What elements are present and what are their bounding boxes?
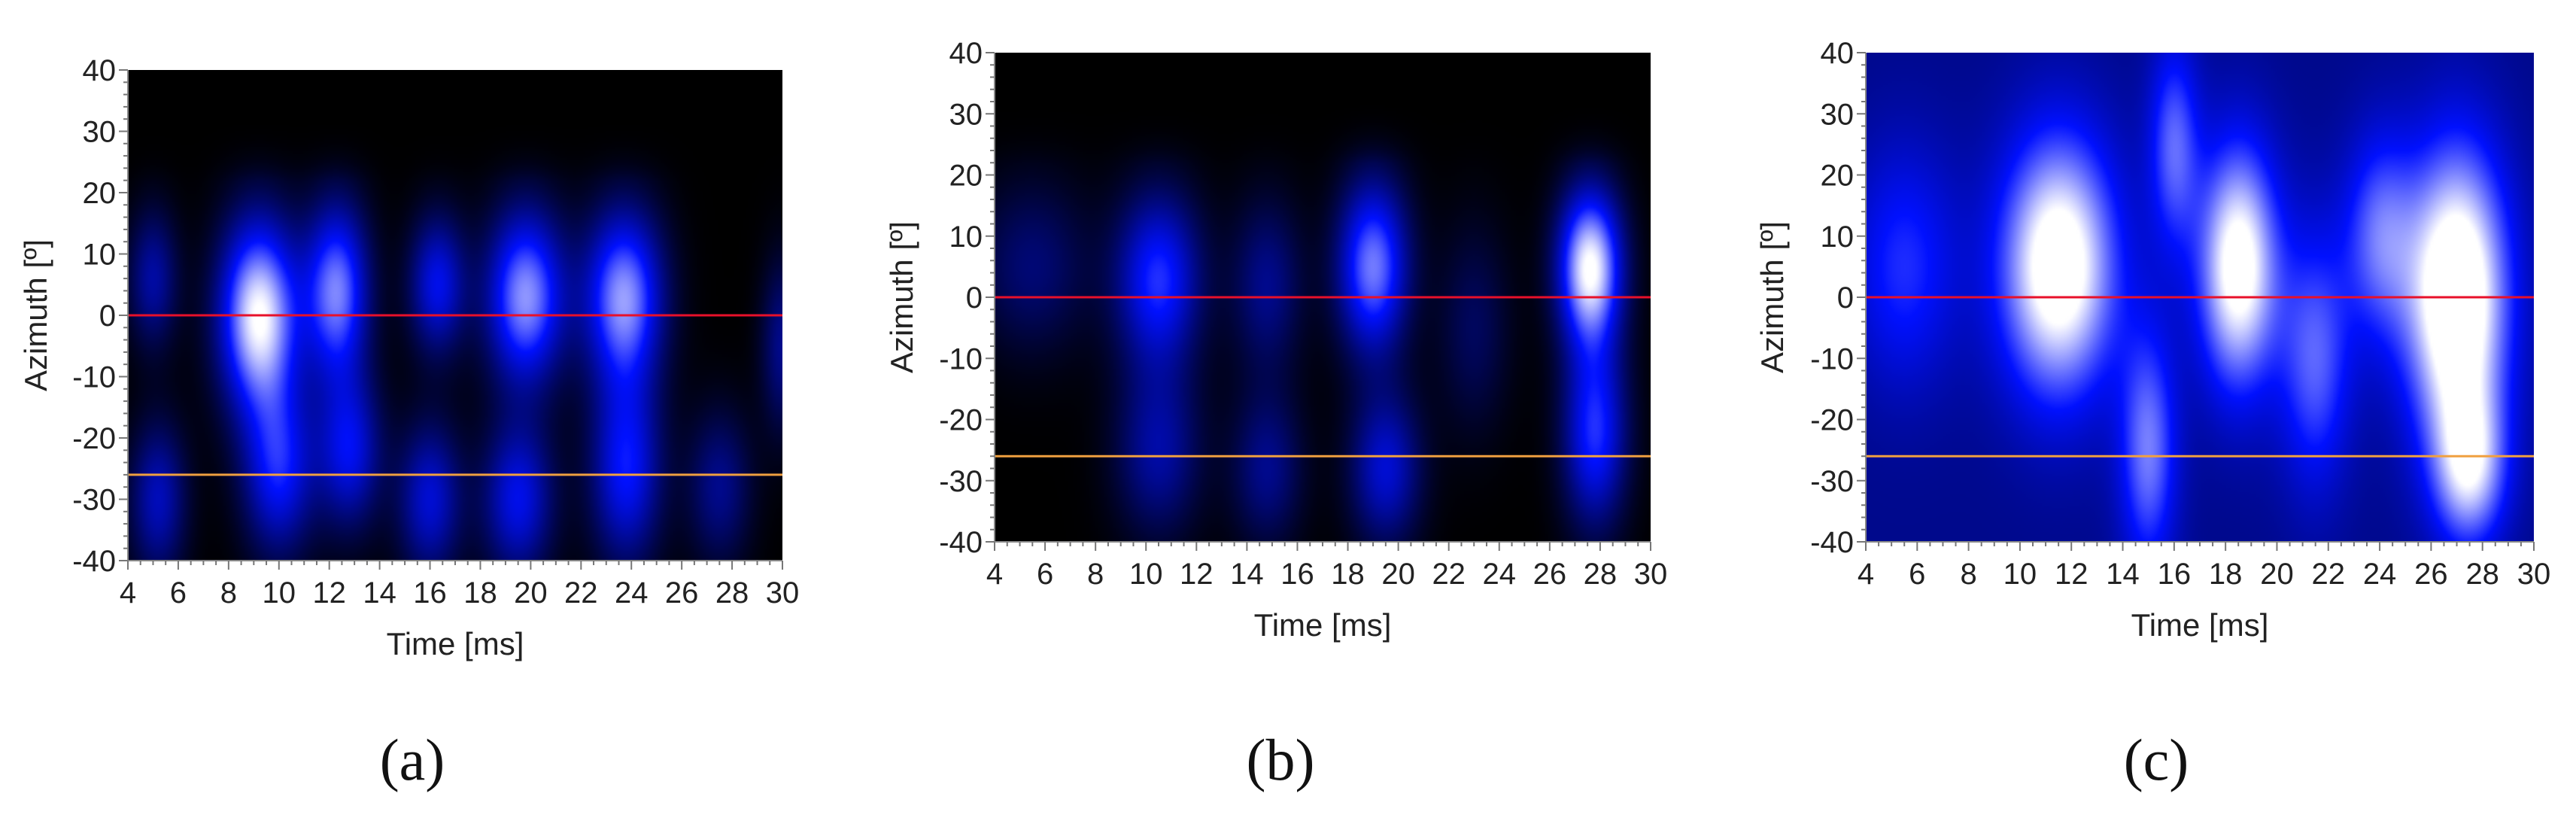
x-tick-label: 28 [2465, 558, 2499, 591]
x-tick-label: 8 [1960, 558, 1976, 591]
x-tick-label: 12 [1180, 558, 1214, 591]
x-tick-label: 22 [2312, 558, 2346, 591]
x-tick-label: 10 [1129, 558, 1163, 591]
y-tick-label: 0 [1837, 281, 1854, 315]
x-tick-label: 18 [2209, 558, 2243, 591]
chart-panel-c: 4 6 8 10 12 14 16 18 20 22 24 26 28 30 40 30 20 10 0 -10 -20… [1754, 37, 2550, 643]
y-axis-label: Azimuth [º] [1754, 221, 1790, 373]
y-tick-label: -10 [1810, 342, 1854, 376]
x-tick-label: 6 [170, 576, 187, 610]
y-tick-label: 0 [99, 299, 116, 333]
x-tick-label: 8 [220, 576, 237, 610]
x-tick-label: 4 [986, 558, 1003, 591]
y-tick-label: 10 [83, 239, 117, 272]
x-tick-label: 18 [1331, 558, 1365, 591]
y-tick-label: -40 [72, 545, 116, 578]
y-tick-label: 40 [83, 54, 117, 87]
x-axis-label: Time [ms] [2131, 607, 2269, 643]
y-tick-label: -20 [72, 422, 116, 455]
x-tick-label: 12 [312, 576, 346, 610]
y-tick-label: 10 [949, 220, 983, 254]
x-tick-label: 24 [1483, 558, 1517, 591]
x-tick-label: 20 [1381, 558, 1415, 591]
y-tick-label: -20 [939, 404, 983, 437]
y-tick-label: -10 [72, 361, 116, 394]
y-tick-label: -30 [939, 465, 983, 498]
y-tick-label: -30 [1810, 465, 1854, 498]
x-tick-label: 14 [1230, 558, 1264, 591]
x-tick-label: 4 [1858, 558, 1874, 591]
caption-c: (c) [2123, 727, 2189, 792]
x-tick-label: 10 [2003, 558, 2037, 591]
x-axis-label: Time [ms] [1254, 607, 1392, 643]
x-tick-label: 16 [1280, 558, 1314, 591]
y-tick-label: 20 [949, 160, 983, 193]
x-tick-label: 14 [363, 576, 396, 610]
x-tick-label: 4 [120, 576, 136, 610]
x-tick-label: 26 [665, 576, 699, 610]
x-tick-label: 22 [1432, 558, 1466, 591]
y-tick-label: -20 [1810, 404, 1854, 437]
y-tick-label: 20 [1821, 160, 1855, 193]
x-tick-label: 18 [463, 576, 497, 610]
y-tick-label: 40 [1821, 37, 1855, 70]
y-tick-label: 0 [966, 281, 983, 315]
x-tick-label: 6 [1037, 558, 1053, 591]
x-tick-label: 12 [2055, 558, 2088, 591]
y-tick-label: -30 [72, 484, 116, 517]
x-tick-label: 24 [615, 576, 649, 610]
y-axis-label: Azimuth [º] [18, 239, 53, 391]
x-tick-label: 16 [413, 576, 447, 610]
y-tick-label: 30 [1821, 98, 1855, 131]
y-tick-label: 30 [949, 98, 983, 131]
x-tick-label: 24 [2363, 558, 2397, 591]
x-tick-label: 26 [2414, 558, 2448, 591]
x-tick-label: 30 [2517, 558, 2551, 591]
y-tick-label: 20 [83, 177, 117, 210]
y-tick-label: -40 [1810, 526, 1854, 559]
x-tick-label: 28 [715, 576, 749, 610]
y-tick-label: -40 [939, 526, 983, 559]
x-tick-label: 30 [766, 576, 800, 610]
y-tick-label: -10 [939, 342, 983, 376]
x-tick-label: 6 [1909, 558, 1925, 591]
x-tick-label: 10 [263, 576, 296, 610]
caption-b: (b) [1246, 727, 1315, 792]
x-tick-label: 30 [1634, 558, 1668, 591]
x-tick-label: 8 [1087, 558, 1104, 591]
x-tick-label: 22 [564, 576, 598, 610]
chart-panel-b: 4 6 8 10 12 14 16 18 20 22 24 26 28 30 40 30 20 10 0 -10 -20… [884, 37, 1667, 643]
x-tick-label: 28 [1584, 558, 1618, 591]
y-tick-label: 10 [1821, 220, 1855, 254]
chart-panel-a: 4 6 8 10 12 14 16 18 20 22 24 26 28 30 40 30 20 10 0 -10 -20… [18, 54, 799, 661]
x-tick-label: 26 [1533, 558, 1567, 591]
caption-a: (a) [379, 727, 445, 792]
y-tick-label: 40 [949, 37, 983, 70]
x-tick-label: 14 [2106, 558, 2140, 591]
x-tick-label: 20 [514, 576, 548, 610]
y-tick-label: 30 [83, 116, 117, 149]
x-axis-label: Time [ms] [387, 626, 524, 661]
y-axis-label: Azimuth [º] [884, 221, 919, 373]
x-tick-label: 20 [2260, 558, 2294, 591]
x-tick-label: 16 [2158, 558, 2192, 591]
